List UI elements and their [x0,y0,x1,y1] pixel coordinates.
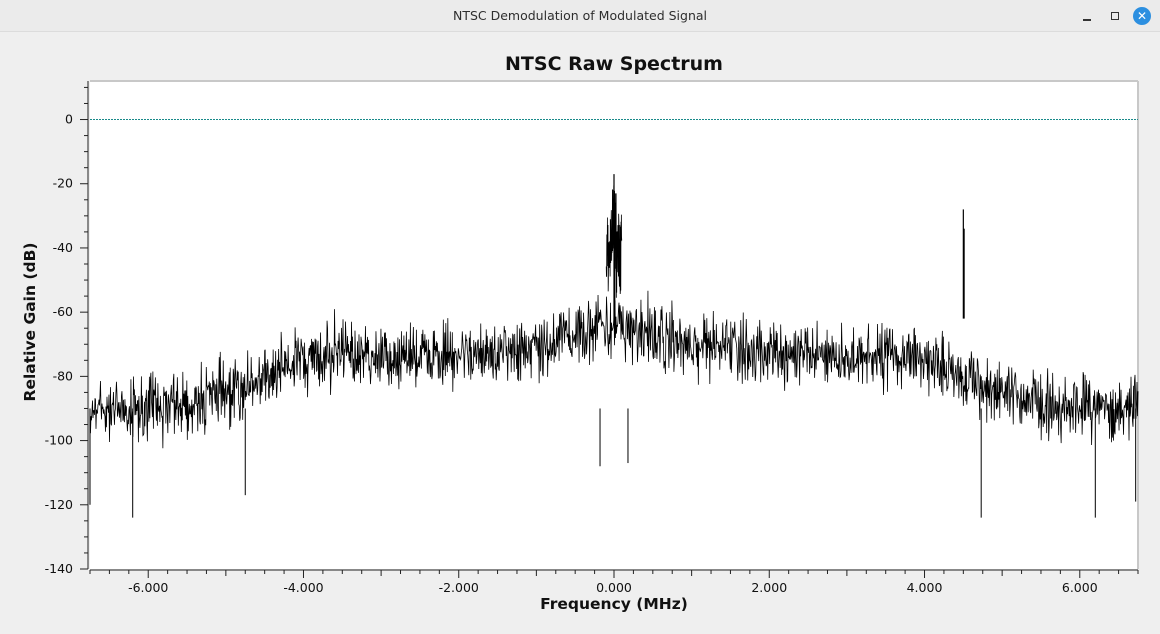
minimize-icon [1083,19,1091,21]
window-title: NTSC Demodulation of Modulated Signal [452,8,707,23]
x-tick-label: 0.000 [596,580,632,595]
x-axis-label: Frequency (MHz) [540,595,688,613]
x-tick-label: 6.000 [1062,580,1098,595]
x-tick-label: -2.000 [439,580,479,595]
y-tick-label: -40 [53,240,73,255]
x-tick-label: 4.000 [907,580,943,595]
x-axis: -6.000 -4.000 -2.000 0.000 2.000 4.000 6.000 [89,570,1139,595]
y-axis-label: Relative Gain (dB) [21,243,39,402]
x-tick-label: 2.000 [751,580,787,595]
y-axis: 0 -20 -40 -60 -80 -100 -120 -140 [45,86,88,576]
y-tick-label: 0 [65,112,73,127]
y-tick-label: -120 [45,497,73,512]
y-tick-label: -140 [45,561,73,576]
y-tick-label: -100 [45,433,73,448]
x-tick-label: -4.000 [283,580,323,595]
spectrum-trace-group [89,174,1139,518]
maximize-icon [1111,12,1119,20]
y-tick-label: -60 [53,304,73,319]
close-icon: ✕ [1133,7,1151,25]
x-tick-label: -6.000 [128,580,168,595]
minimize-button[interactable] [1078,7,1096,25]
spectrum-chart: NTSC Raw Spectrum 0 -20 -40 -60 -80 -100 -120 -… [21,53,1139,613]
close-button[interactable]: ✕ [1133,7,1151,25]
y-tick-label: -20 [53,176,73,191]
window-titlebar[interactable]: NTSC Demodulation of Modulated Signal ✕ [0,0,1160,32]
y-tick-label: -80 [53,368,73,383]
maximize-button[interactable] [1106,7,1124,25]
chart-title: NTSC Raw Spectrum [505,53,723,75]
